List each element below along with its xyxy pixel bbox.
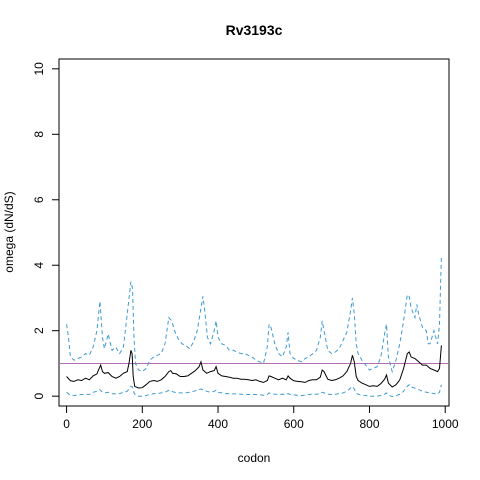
y-axis-label: omega (dN/dS) bbox=[2, 191, 16, 272]
y-tick-label: 10 bbox=[32, 62, 46, 76]
lower-bound-line bbox=[66, 383, 442, 398]
x-axis: 0 200 400 600 800 1000 bbox=[63, 405, 459, 431]
y-tick-label: 6 bbox=[32, 196, 46, 203]
x-tick-label: 800 bbox=[359, 417, 379, 431]
y-tick-label: 0 bbox=[32, 393, 46, 400]
x-tick-label: 0 bbox=[63, 417, 70, 431]
y-tick-label: 8 bbox=[32, 131, 46, 138]
x-tick-label: 1000 bbox=[432, 417, 459, 431]
plot-frame bbox=[58, 58, 450, 407]
y-tick-label: 4 bbox=[32, 262, 46, 269]
omega-estimate-line bbox=[66, 345, 442, 389]
y-axis: 0 2 4 6 8 10 bbox=[32, 62, 60, 400]
x-axis-label: codon bbox=[238, 451, 271, 465]
x-tick-label: 600 bbox=[284, 417, 304, 431]
chart-title: Rv3193c bbox=[226, 22, 283, 38]
x-tick-label: 200 bbox=[132, 417, 152, 431]
series-layer bbox=[66, 255, 442, 398]
y-tick-label: 2 bbox=[32, 327, 46, 334]
upper-bound-line bbox=[66, 255, 442, 374]
x-tick-label: 400 bbox=[208, 417, 228, 431]
